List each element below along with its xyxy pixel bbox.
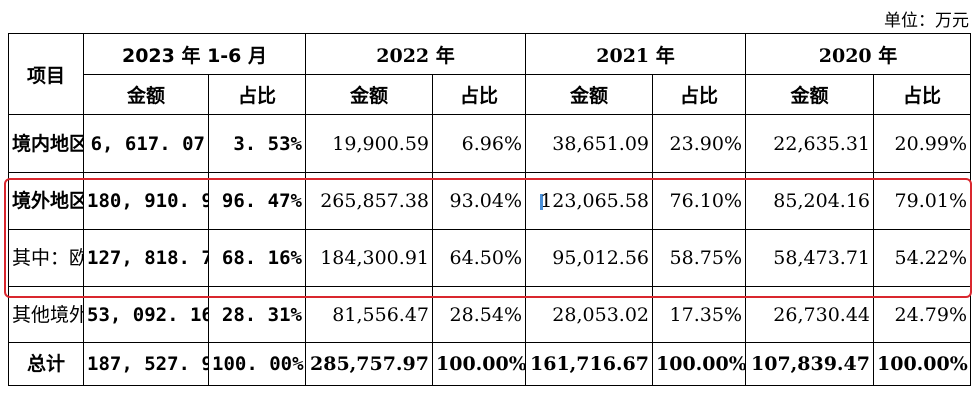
cell-value: 23.90% xyxy=(652,114,746,173)
row-label: 境外地区 xyxy=(8,172,84,230)
table-row: 境内地区 6, 617. 07 3. 53% 19,900.59 6.96% 3… xyxy=(8,114,971,173)
cell-value: 3. 53% xyxy=(208,114,306,173)
cell-value: 95,012.56 xyxy=(525,229,653,287)
cell-value: 100. 00% xyxy=(208,342,306,386)
header-row-metrics: 金额 占比 金额 占比 金额 占比 金额 占比 xyxy=(9,74,971,115)
row-label: 总计 xyxy=(8,342,84,386)
amount-header: 金额 xyxy=(83,74,209,115)
share-header: 占比 xyxy=(432,74,526,115)
cell-value: 100.00% xyxy=(873,342,971,386)
cell-value: 127, 818. 73 xyxy=(83,229,209,287)
cell-value: 22,635.31 xyxy=(745,114,874,173)
cell-value: 187, 527. 97 xyxy=(83,342,209,386)
cell-value: 53, 092. 16 xyxy=(83,286,209,343)
total-row: 总计 187, 527. 97 100. 00% 285,757.97 100.… xyxy=(8,342,971,386)
period-header-2021: 2021 年 xyxy=(525,33,746,75)
cell-value: 107,839.47 xyxy=(745,342,874,386)
cell-value: 58,473.71 xyxy=(745,229,874,287)
amount-header: 金额 xyxy=(745,74,874,115)
unit-label: 单位：万元 xyxy=(884,11,969,31)
table-row: 其他境外地区 53, 092. 16 28. 31% 81,556.47 28.… xyxy=(8,286,971,343)
cell-value: 76.10% xyxy=(652,172,746,230)
cell-value: 81,556.47 xyxy=(305,286,433,343)
cell-value: 24.79% xyxy=(873,286,971,343)
cell-value: 100.00% xyxy=(652,342,746,386)
item-header: 项目 xyxy=(8,33,84,115)
cell-value: 6, 617. 07 xyxy=(83,114,209,173)
cell-value: 54.22% xyxy=(873,229,971,287)
row-label: 境内地区 xyxy=(8,114,84,173)
text-cursor xyxy=(540,194,544,210)
row-label: 其他境外地区 xyxy=(8,286,84,343)
cell-value: 38,651.09 xyxy=(525,114,653,173)
cell-value: 20.99% xyxy=(873,114,971,173)
cell-value-with-cursor: 123,065.58 xyxy=(525,172,653,230)
cell-value: 19,900.59 xyxy=(305,114,433,173)
amount-header: 金额 xyxy=(305,74,433,115)
cell-value: 68. 16% xyxy=(208,229,306,287)
row-label: 其中：欧洲 xyxy=(8,229,84,287)
table-row: 其中：欧洲 127, 818. 73 68. 16% 184,300.91 64… xyxy=(8,229,971,287)
cell-value: 17.35% xyxy=(652,286,746,343)
cell-value: 6.96% xyxy=(432,114,526,173)
cell-value: 26,730.44 xyxy=(745,286,874,343)
cell-value: 79.01% xyxy=(873,172,971,230)
share-header: 占比 xyxy=(652,74,746,115)
period-header-2020: 2020 年 xyxy=(745,33,971,75)
cell-value: 180, 910. 90 xyxy=(83,172,209,230)
cell-value: 265,857.38 xyxy=(305,172,433,230)
cell-value: 123,065.58 xyxy=(540,190,649,212)
share-header: 占比 xyxy=(873,74,971,115)
period-header-2022: 2022 年 xyxy=(305,33,526,75)
cell-value: 85,204.16 xyxy=(745,172,874,230)
revenue-by-region-table: 项目 2023 年 1-6 月 2022 年 2021 年 2020 年 金额 … xyxy=(8,33,971,386)
cell-value: 93.04% xyxy=(432,172,526,230)
table-row: 境外地区 180, 910. 90 96. 47% 265,857.38 93.… xyxy=(8,172,971,230)
cell-value: 285,757.97 xyxy=(305,342,433,386)
header-row-periods: 项目 2023 年 1-6 月 2022 年 2021 年 2020 年 xyxy=(8,33,971,115)
cell-value: 100.00% xyxy=(432,342,526,386)
cell-value: 184,300.91 xyxy=(305,229,433,287)
cell-value: 28. 31% xyxy=(208,286,306,343)
period-header-2023h1: 2023 年 1-6 月 xyxy=(83,33,306,75)
share-header: 占比 xyxy=(208,74,306,115)
cell-value: 64.50% xyxy=(432,229,526,287)
cell-value: 96. 47% xyxy=(208,172,306,230)
cell-value: 28.54% xyxy=(432,286,526,343)
cell-value: 28,053.02 xyxy=(525,286,653,343)
amount-header: 金额 xyxy=(525,74,653,115)
cell-value: 58.75% xyxy=(652,229,746,287)
cell-value: 161,716.67 xyxy=(525,342,653,386)
